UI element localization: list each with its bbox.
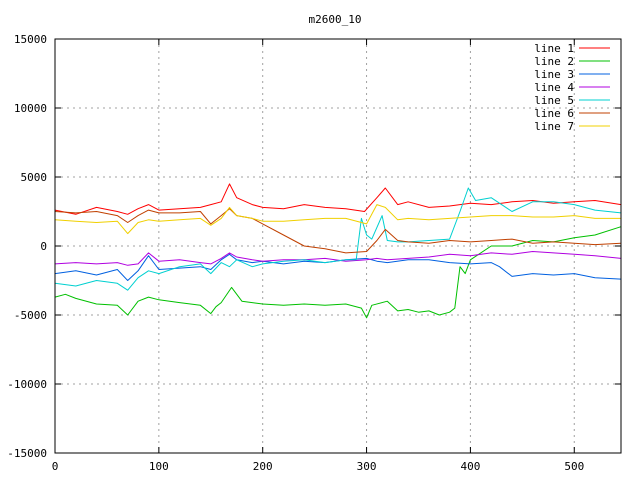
legend-label: line 3 xyxy=(534,68,574,81)
x-tick-label: 500 xyxy=(564,460,584,473)
x-tick-label: 0 xyxy=(52,460,59,473)
legend-label: line 1 xyxy=(534,42,574,55)
y-tick-label: 0 xyxy=(40,240,47,253)
grid xyxy=(55,39,621,453)
y-tick-label: 5000 xyxy=(21,171,48,184)
chart-title: m2600_10 xyxy=(309,13,362,26)
series-line xyxy=(54,253,622,281)
y-tick-label: -10000 xyxy=(7,378,47,391)
legend-label: line 7 xyxy=(534,120,574,133)
legend-label: line 5 xyxy=(534,94,574,107)
series-line xyxy=(54,183,622,215)
legend-label: line 2 xyxy=(534,55,574,68)
series-line xyxy=(54,226,622,319)
x-tick-label: 200 xyxy=(253,460,273,473)
series-line xyxy=(54,187,622,291)
legend-label: line 4 xyxy=(534,81,574,94)
axes: -15000 -10000 -5000 0 5000 10000 15000 0 100 200 3… xyxy=(7,33,621,473)
x-tick-label: 100 xyxy=(149,460,169,473)
x-tick-label: 400 xyxy=(460,460,480,473)
y-tick-label: -5000 xyxy=(14,309,47,322)
series-line xyxy=(54,204,621,235)
x-tick-label: 300 xyxy=(357,460,377,473)
y-tick-label: 10000 xyxy=(14,102,47,115)
y-tick-label: 15000 xyxy=(14,33,47,46)
plot-lines xyxy=(54,183,622,319)
series-line xyxy=(54,251,622,266)
legend-label: line 6 xyxy=(534,107,574,120)
y-tick-label: -15000 xyxy=(7,447,47,460)
series-line xyxy=(54,208,622,254)
